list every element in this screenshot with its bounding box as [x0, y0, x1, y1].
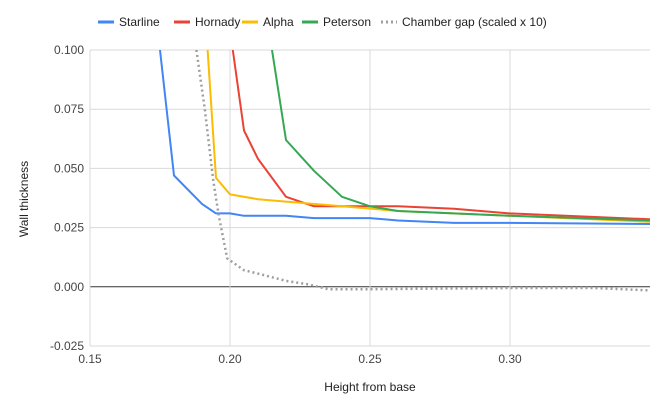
legend-label: Peterson	[323, 15, 371, 29]
y-tick-label: -0.025	[50, 339, 84, 353]
y-tick-label: 0.000	[54, 280, 84, 294]
y-tick-label: 0.075	[54, 102, 84, 116]
series-line-chamber-gap-scaled-x-10	[195, 50, 650, 292]
legend-label: Starline	[119, 15, 160, 29]
grid-layer	[89, 49, 650, 347]
legend-label: Hornady	[195, 15, 240, 29]
legend-label: Alpha	[263, 15, 294, 29]
series-line-alpha	[206, 50, 650, 223]
x-axis-title: Height from base	[324, 380, 416, 394]
series-line-hornady	[231, 50, 650, 221]
legend-label: Chamber gap (scaled x 10)	[402, 15, 547, 29]
legend-item-hornady[interactable]: Hornady	[174, 15, 240, 29]
series-line-peterson	[271, 50, 650, 222]
x-tick-label: 0.15	[78, 352, 102, 366]
legend-item-starline[interactable]: Starline	[98, 15, 160, 29]
series-layer	[159, 50, 650, 292]
tick-layer: -0.025 0.000 0.025 0.050 0.075 0.100 0.15 0.20 0…	[50, 43, 522, 366]
y-tick-label: 0.100	[54, 43, 84, 57]
y-tick-label: 0.025	[54, 221, 84, 235]
series-line-starline	[159, 50, 650, 225]
legend-item-peterson[interactable]: Peterson	[302, 15, 371, 29]
legend-item-chamber-gap-scaled-x-10[interactable]: Chamber gap (scaled x 10)	[381, 15, 547, 29]
x-tick-label: 0.25	[358, 352, 382, 366]
y-tick-label: 0.050	[54, 161, 84, 175]
x-tick-label: 0.30	[498, 352, 522, 366]
y-axis-title: Wall thickness	[17, 161, 31, 237]
legend: Starline Hornady Alpha Peterson Chamber gap …	[98, 15, 547, 29]
x-tick-label: 0.20	[218, 352, 242, 366]
legend-item-alpha[interactable]: Alpha	[242, 15, 294, 29]
